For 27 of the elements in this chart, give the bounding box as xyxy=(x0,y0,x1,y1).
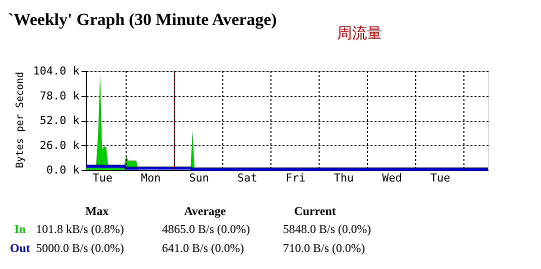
y-tick-label: 78.0 k xyxy=(40,89,80,102)
x-tick-label: Wed xyxy=(382,172,402,184)
text: 641.0 B/s (0.0%) xyxy=(162,241,244,255)
text: Out xyxy=(10,241,30,255)
text: 周流量 xyxy=(337,24,382,42)
x-tick-label: Fri xyxy=(286,172,306,184)
text: In xyxy=(14,222,26,236)
y-tick-label: 104.0 k xyxy=(33,64,80,78)
x-tick-label: Sat xyxy=(237,172,258,184)
y-axis-title: Bytes per Second xyxy=(15,72,26,168)
y-tick-label: 0.0 k xyxy=(46,164,80,176)
x-tick-label: Thu xyxy=(334,172,354,184)
text: 101.8 kB/s (0.8%) xyxy=(36,222,124,236)
text: 710.0 B/s (0.0%) xyxy=(283,241,365,255)
text: 5848.0 B/s (0.0%) xyxy=(283,222,371,236)
chart-title: `Weekly' Graph (30 Minute Average) xyxy=(8,10,277,29)
text: 4865.0 B/s (0.0%) xyxy=(162,222,250,236)
x-tick-label: Tue xyxy=(92,172,113,184)
text: 5000.0 B/s (0.0%) xyxy=(36,241,124,255)
x-tick-label: Sun xyxy=(189,172,209,184)
x-tick-label: Mon xyxy=(140,172,161,184)
text: Average xyxy=(184,204,227,218)
text: Max xyxy=(85,204,109,218)
x-tick-label: Tue xyxy=(430,172,450,184)
text: Current xyxy=(294,204,336,218)
y-tick-label: 26.0 k xyxy=(40,138,80,152)
y-tick-label: 52.0 k xyxy=(40,114,80,127)
